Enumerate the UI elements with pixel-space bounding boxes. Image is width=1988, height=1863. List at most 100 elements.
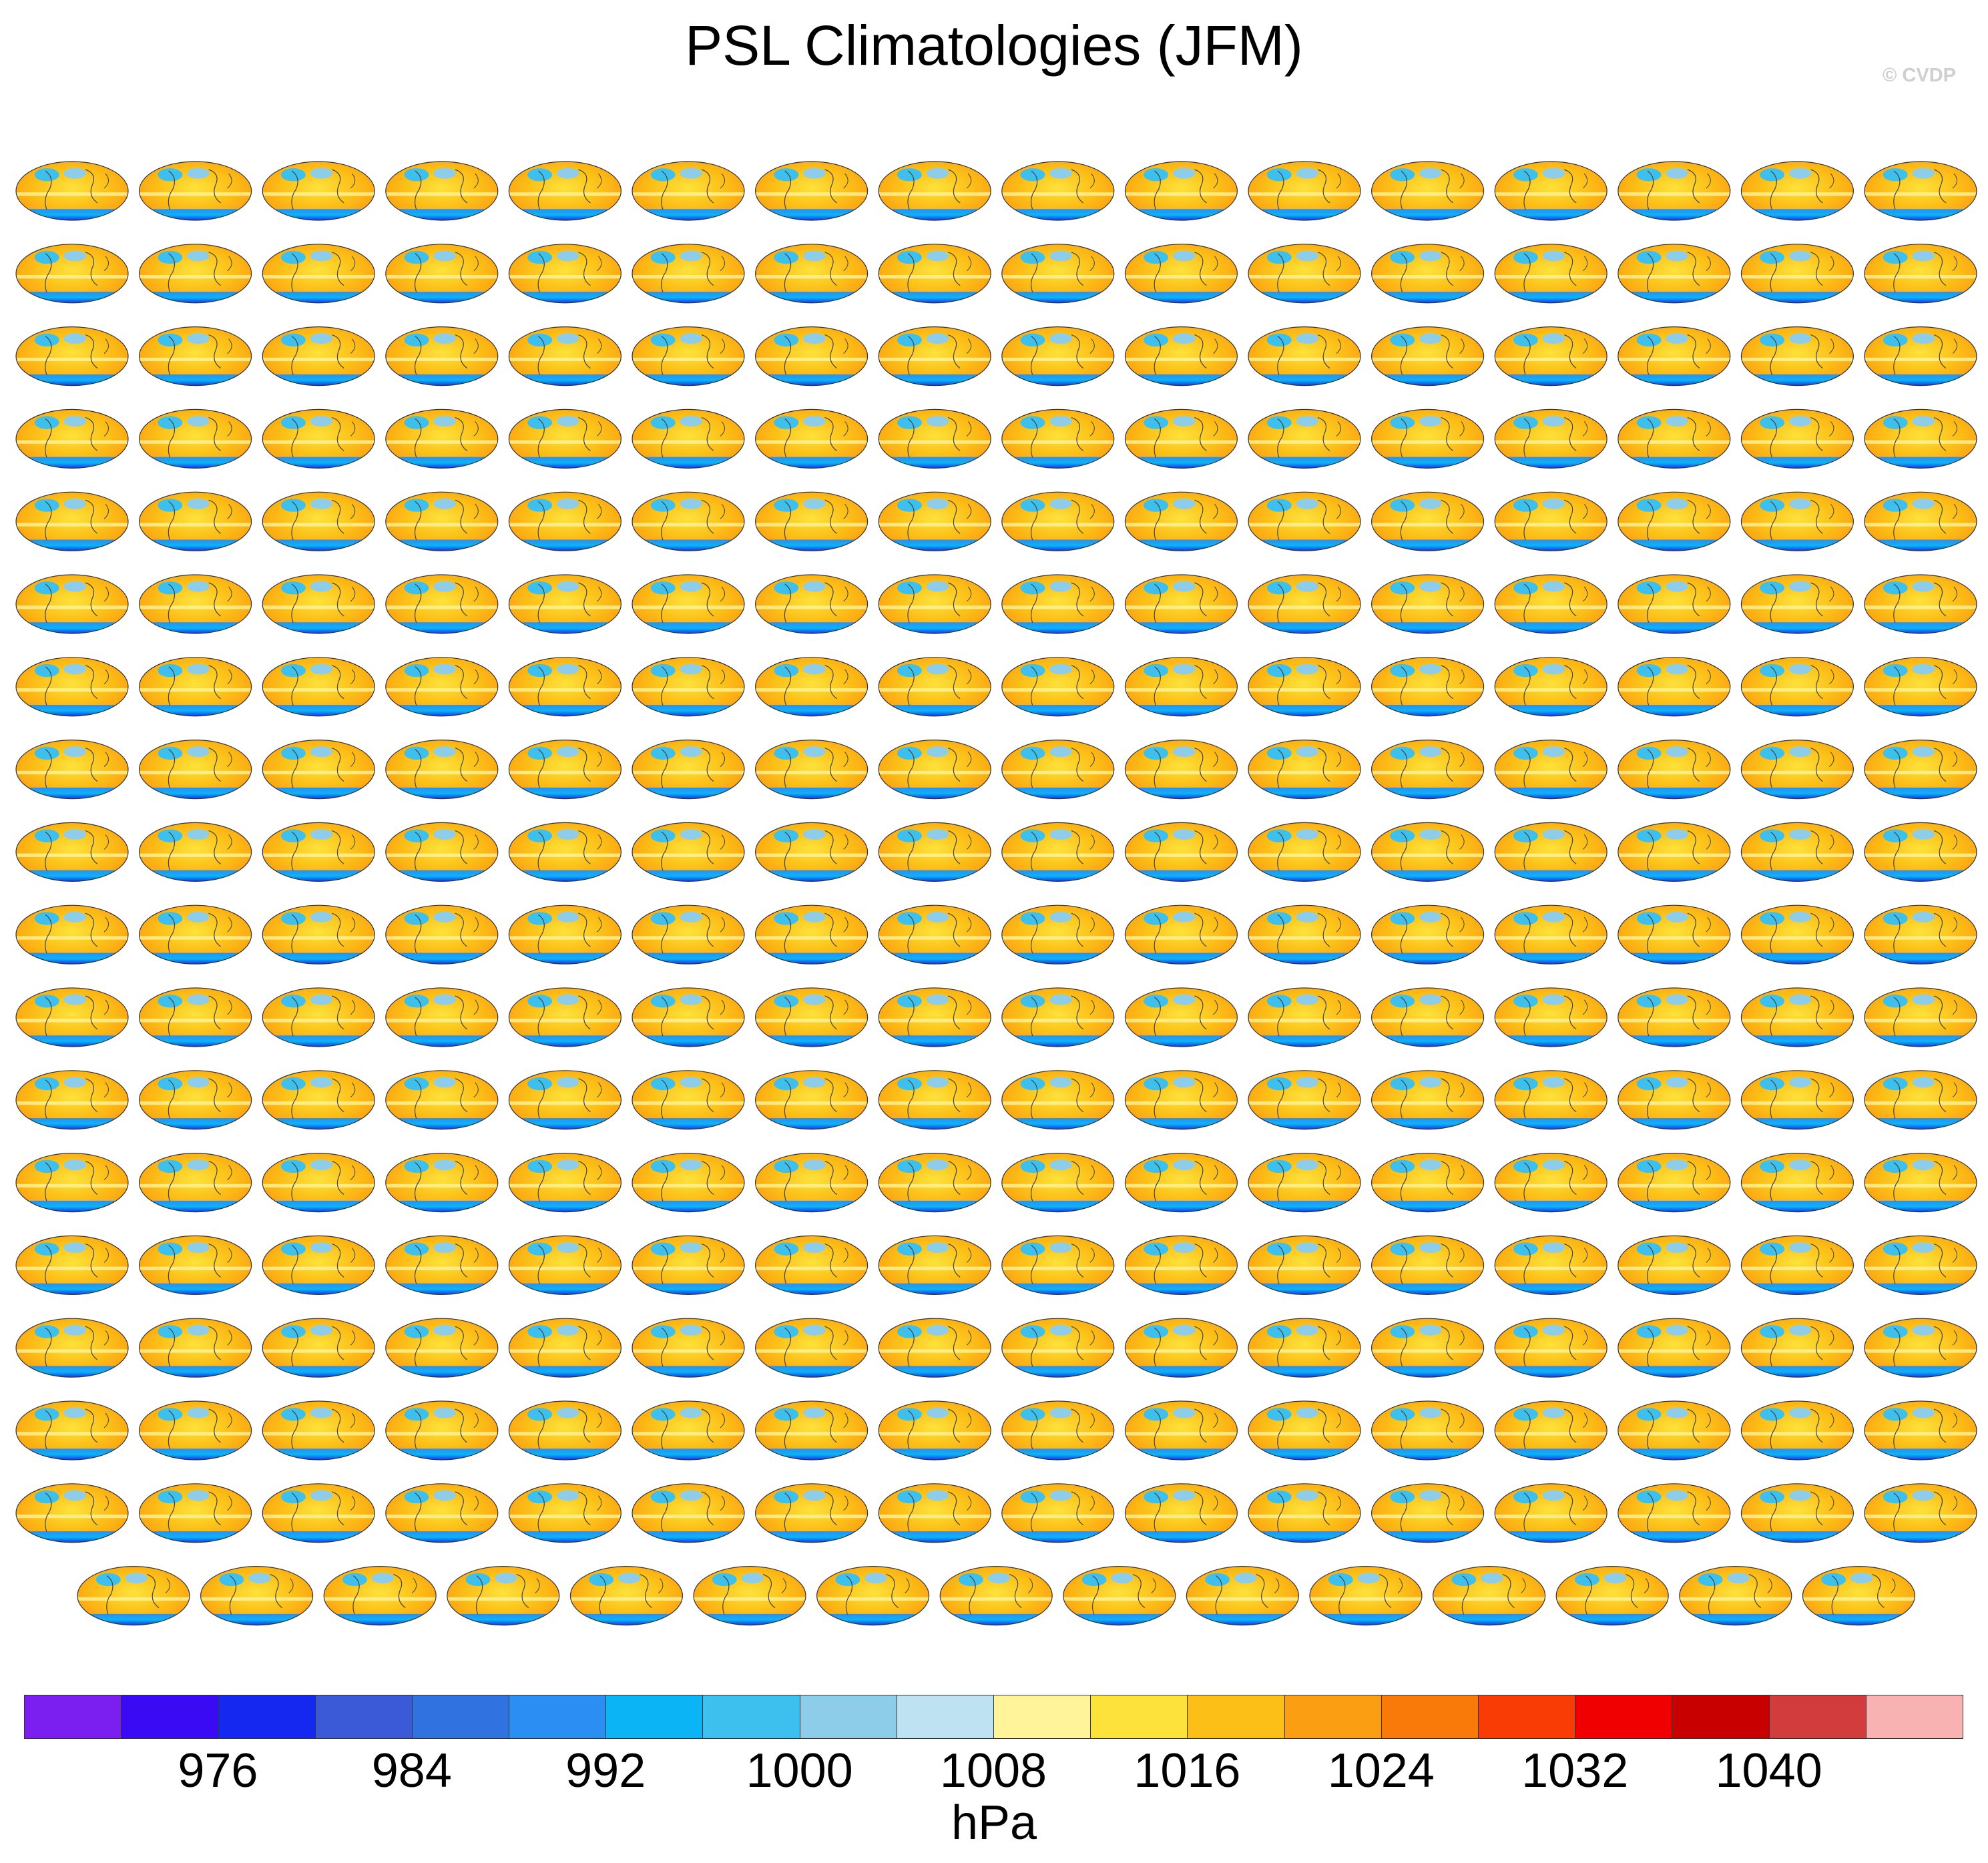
map-panel [754, 987, 868, 1047]
map-panel [15, 822, 129, 882]
map-panel [262, 409, 375, 469]
map-panel [1371, 574, 1485, 634]
map-panel [878, 326, 991, 386]
map-panel [1494, 161, 1607, 221]
map-panel [754, 1483, 868, 1543]
map-panel [1001, 1152, 1115, 1213]
map-panel [878, 822, 991, 882]
map-panel [1371, 409, 1485, 469]
map-panel [139, 904, 252, 965]
map-panel [1494, 1483, 1607, 1543]
map-panel [1371, 161, 1485, 221]
map-panel [1248, 1483, 1361, 1543]
map-panel [569, 1566, 684, 1626]
colorbar-box [411, 1695, 509, 1739]
colorbar-box [993, 1695, 1091, 1739]
map-panel [1371, 822, 1485, 882]
map-panel [385, 1070, 499, 1130]
colorbar [24, 1695, 1963, 1739]
map-panel [139, 657, 252, 717]
colorbar-tick-label: 1008 [939, 1744, 1047, 1798]
map-panel [878, 1070, 991, 1130]
map-panel [262, 491, 375, 551]
map-panel [508, 739, 622, 800]
map-panel [385, 244, 499, 304]
map-panel [1740, 1152, 1854, 1213]
map-panel [754, 657, 868, 717]
map-panel [1124, 491, 1238, 551]
map-panel [1864, 491, 1977, 551]
colorbar-box [1575, 1695, 1673, 1739]
map-panel [1371, 1400, 1485, 1460]
map-panel [1371, 1152, 1485, 1213]
map-panel [1124, 409, 1238, 469]
map-panel [1494, 1152, 1607, 1213]
map-panel [508, 1152, 622, 1213]
map-panel [1618, 822, 1731, 882]
map-panel [1001, 244, 1115, 304]
map-panel [878, 987, 991, 1047]
map-panel [1001, 491, 1115, 551]
map-panel [632, 987, 745, 1047]
map-panel [508, 1400, 622, 1460]
map-panel [15, 739, 129, 800]
map-panel [139, 1152, 252, 1213]
map-panel [1864, 1483, 1977, 1543]
map-panel [1001, 904, 1115, 965]
map-panel [508, 822, 622, 882]
map-panel [262, 987, 375, 1047]
map-panel [262, 1235, 375, 1296]
map-panel [15, 1152, 129, 1213]
map-panel [385, 409, 499, 469]
map-panel [878, 904, 991, 965]
map-panel [1371, 1318, 1485, 1378]
map-panel [508, 161, 622, 221]
map-panel [1248, 491, 1361, 551]
colorbar-box [702, 1695, 800, 1739]
map-panel [632, 574, 745, 634]
map-panel [878, 244, 991, 304]
map-panel [139, 161, 252, 221]
map-panel [1248, 409, 1361, 469]
map-panel [508, 904, 622, 965]
colorbar-tick-label: 1016 [1134, 1744, 1241, 1798]
map-panel [1124, 1318, 1238, 1378]
map-panel [1001, 1070, 1115, 1130]
colorbar-box [1284, 1695, 1382, 1739]
map-panel [878, 657, 991, 717]
colorbar-box [218, 1695, 316, 1739]
map-panel [1740, 904, 1854, 965]
map-panel [139, 822, 252, 882]
map-panel [1001, 657, 1115, 717]
map-panel [632, 657, 745, 717]
map-panel [508, 574, 622, 634]
map-panel [1124, 987, 1238, 1047]
map-panel [1001, 574, 1115, 634]
map-panel [1371, 739, 1485, 800]
map-panel [1864, 657, 1977, 717]
map-panel [1124, 1483, 1238, 1543]
map-panel [1864, 1400, 1977, 1460]
map-panel [15, 1483, 129, 1543]
map-panel [1371, 657, 1485, 717]
map-panel [878, 1235, 991, 1296]
map-panel [1740, 326, 1854, 386]
map-panel [1618, 1483, 1731, 1543]
map-panel [1124, 574, 1238, 634]
map-panel [262, 244, 375, 304]
map-panel [632, 409, 745, 469]
map-panel [385, 822, 499, 882]
map-panel [1248, 1400, 1361, 1460]
map-panel [1864, 574, 1977, 634]
map-panel [754, 1152, 868, 1213]
map-panel [878, 161, 991, 221]
map-panel [1248, 987, 1361, 1047]
map-panel [15, 1400, 129, 1460]
map-panel [262, 574, 375, 634]
map-panel [1740, 574, 1854, 634]
map-panel [1618, 904, 1731, 965]
map-panel [262, 326, 375, 386]
map-panel [1618, 491, 1731, 551]
map-panel [385, 1318, 499, 1378]
map-panel [754, 1400, 868, 1460]
